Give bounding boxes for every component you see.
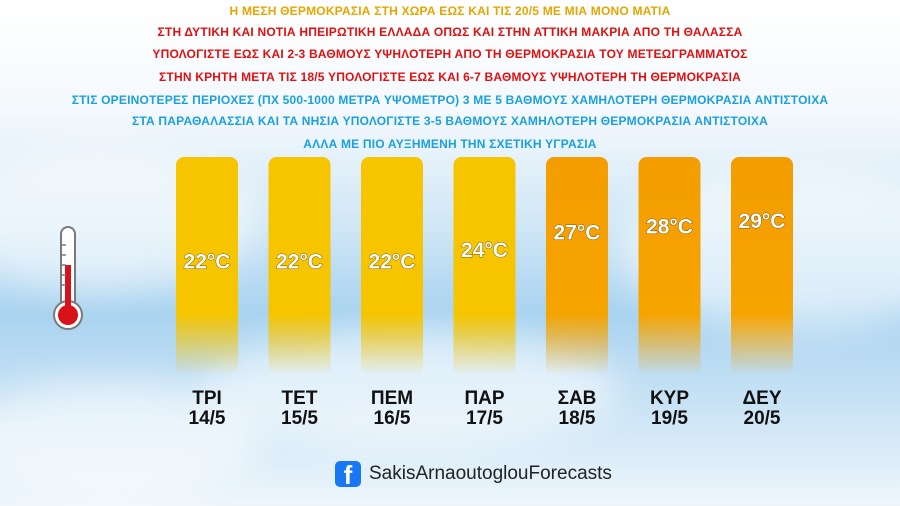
day-name: ΤΕΤ	[281, 388, 318, 409]
temperature-label-7: 29°C	[739, 210, 786, 233]
temperature-bar-3	[361, 157, 423, 375]
day-name: ΠΑΡ	[464, 388, 505, 409]
day-label-3: ΠΕΜ 16/5	[337, 389, 447, 429]
temperature-label-3: 22°C	[369, 250, 416, 273]
temperature-label-2: 22°C	[276, 250, 323, 273]
day-label-7: ΔΕΥ 20/5	[707, 389, 817, 429]
note-line-2: ΣΤΗ ΔΥΤΙΚΗ ΚΑΙ ΝΟΤΙΑ ΗΠΕΙΡΩΤΙΚΗ ΕΛΛΑΔΑ Ο…	[157, 25, 743, 39]
temperature-label-5: 27°C	[554, 221, 601, 244]
facebook-icon[interactable]: f	[335, 461, 361, 487]
note-line-3: ΥΠΟΛΟΓΙΣΤΕ ΕΩΣ ΚΑΙ 2-3 ΒΑΘΜΟΥΣ ΥΨΗΛΟΤΕΡΗ…	[152, 47, 748, 61]
day-name: ΣΑΒ	[557, 388, 597, 409]
day-label-5: ΣΑΒ 18/5	[522, 389, 632, 429]
note-line-5: ΣΤΙΣ ΟΡΕΙΝΟΤΕΡΕΣ ΠΕΡΙΟΧΕΣ (ΠΧ 500-1000 Μ…	[71, 93, 829, 107]
temperature-bar-6	[638, 157, 701, 375]
temperature-bar-7	[731, 157, 793, 375]
footer: f SakisArnaoutoglouForecasts	[335, 458, 612, 490]
temperature-label-1: 22°C	[184, 250, 231, 273]
day-label-6: ΚΥΡ 19/5	[615, 389, 725, 429]
temperature-label-4: 24°C	[461, 239, 508, 262]
day-date: 15/5	[281, 408, 318, 429]
day-label-1: ΤΡΙ 14/5	[152, 389, 262, 429]
temperature-bar-1	[176, 157, 238, 375]
day-date: 20/5	[743, 408, 781, 429]
day-date: 14/5	[188, 408, 226, 429]
day-date: 18/5	[558, 408, 596, 429]
day-date: 17/5	[466, 408, 503, 429]
note-line-7: ΑΛΛΑ ΜΕ ΠΙΟ ΑΥΞΗΜΕΝΗ ΤΗΝ ΣΧΕΤΙΚΗ ΥΓΡΑΣΙΑ	[303, 137, 597, 151]
temperature-label-6: 28°C	[646, 216, 693, 239]
day-name: ΔΕΥ	[742, 388, 782, 409]
day-name: ΠΕΜ	[370, 388, 414, 409]
note-line-1: Η ΜΕΣΗ ΘΕΡΜΟΚΡΑΣΙΑ ΣΤΗ ΧΩΡΑ ΕΩΣ ΚΑΙ ΤΙΣ …	[229, 4, 671, 18]
temperature-bar-5	[546, 157, 608, 375]
thermometer-icon	[53, 226, 83, 330]
day-name: ΤΡΙ	[192, 388, 222, 409]
note-line-4: ΣΤΗΝ ΚΡΗΤΗ ΜΕΤΑ ΤΙΣ 18/5 ΥΠΟΛΟΓΙΣΤΕ ΕΩΣ …	[159, 70, 741, 84]
facebook-page-name[interactable]: SakisArnaoutoglouForecasts	[369, 463, 612, 484]
day-name: ΚΥΡ	[649, 388, 690, 409]
day-label-2: ΤΕΤ 15/5	[245, 389, 355, 429]
day-date: 19/5	[651, 408, 688, 429]
day-date: 16/5	[373, 408, 411, 429]
temperature-bar-2	[268, 157, 331, 375]
note-line-6: ΣΤΑ ΠΑΡΑΘΑΛΑΣΣΙΑ ΚΑΙ ΤΑ ΝΗΣΙΑ ΥΠΟΛΟΓΙΣΤΕ…	[131, 114, 768, 128]
temperature-bar-4	[453, 157, 516, 375]
day-label-4: ΠΑΡ 17/5	[430, 389, 540, 429]
